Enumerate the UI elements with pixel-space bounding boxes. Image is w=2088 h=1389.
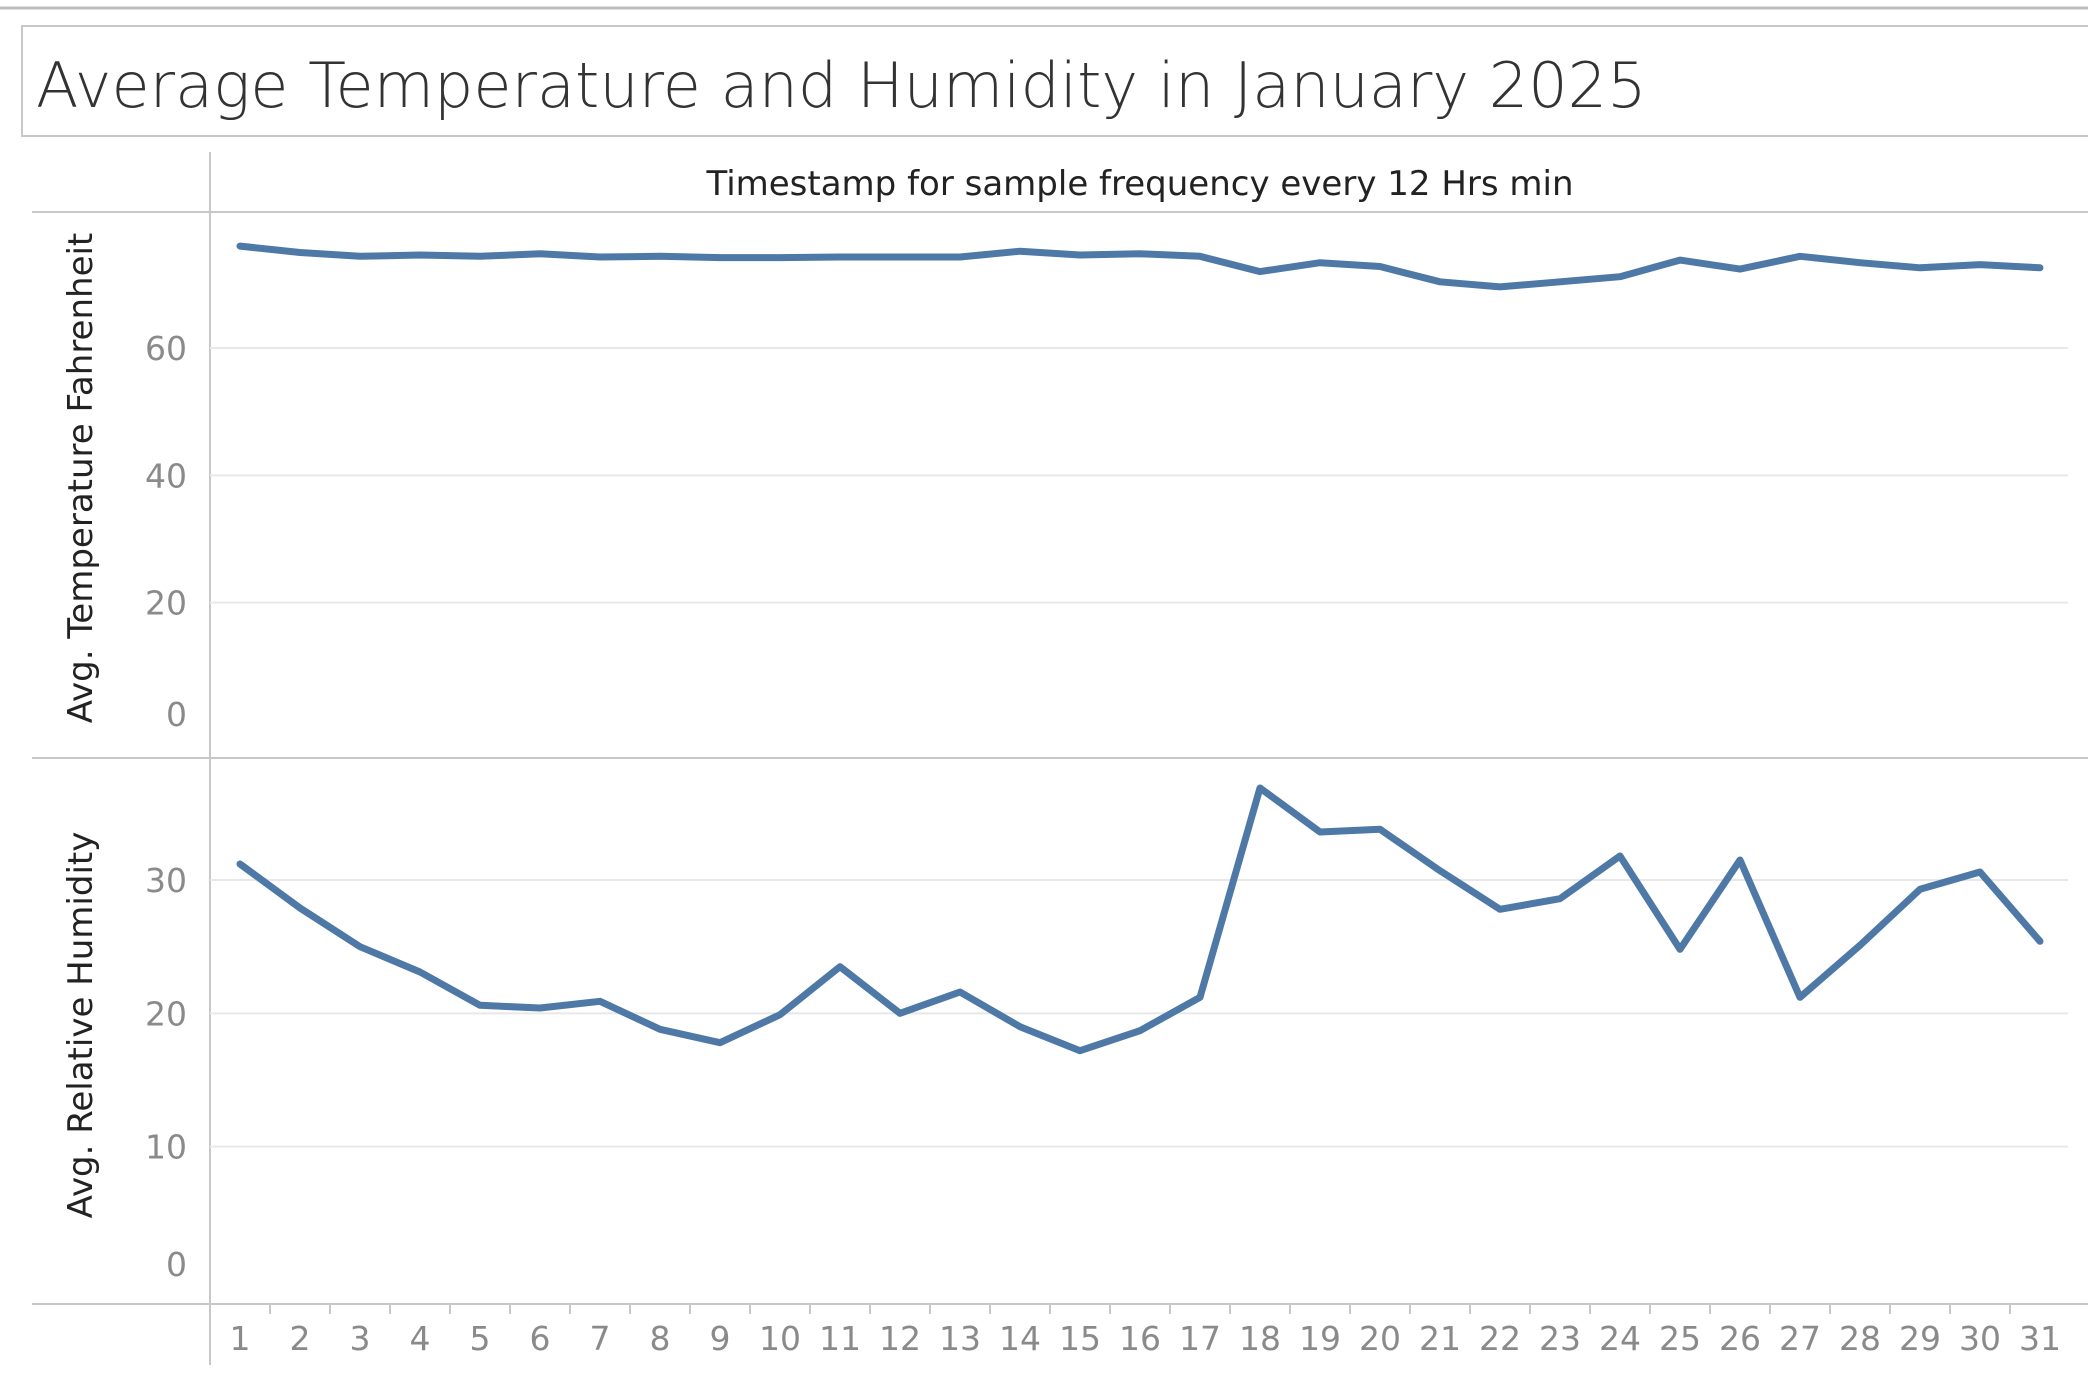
y-tick-labels: 0 20 40 60 0 10 20 30 <box>145 329 187 1284</box>
x-tick-label-2: 2 <box>290 1319 311 1358</box>
x-tick-label-7: 7 <box>590 1319 611 1358</box>
y-tick-hum-10: 10 <box>145 1128 187 1167</box>
y-axis-title-temperature: Avg. Temperature Fahrenheit <box>61 233 101 724</box>
y-tick-temp-0: 0 <box>166 695 187 734</box>
y-axis-title-humidity: Avg. Relative Humidity <box>61 832 101 1219</box>
column-header: Timestamp for sample frequency every 12 … <box>705 164 1573 204</box>
x-tick-label-25: 25 <box>1659 1319 1701 1358</box>
x-tick-label-28: 28 <box>1839 1319 1881 1358</box>
humidity-series-line <box>236 784 2044 1055</box>
x-tick-labels: 1 2 3 4 5 6 7 8 9 10 11 12 13 14 15 16 17 18 19 20 21 22 23 24 2… <box>230 1304 2061 1358</box>
x-tick-label-13: 13 <box>939 1319 981 1358</box>
x-tick-label-23: 23 <box>1539 1319 1581 1358</box>
temperature-series-line <box>236 242 2044 291</box>
x-tick-label-31: 31 <box>2019 1319 2061 1358</box>
x-tick-label-29: 29 <box>1899 1319 1941 1358</box>
x-tick-label-4: 4 <box>410 1319 431 1358</box>
x-tick-label-5: 5 <box>470 1319 491 1358</box>
title-box <box>21 25 2088 137</box>
y-tick-temp-40: 40 <box>145 456 187 495</box>
x-tick-label-10: 10 <box>759 1319 801 1358</box>
y-tick-hum-30: 30 <box>145 861 187 900</box>
x-tick-label-3: 3 <box>350 1319 371 1358</box>
y-tick-temp-20: 20 <box>145 584 187 623</box>
x-tick-label-16: 16 <box>1119 1319 1161 1358</box>
x-tick-label-20: 20 <box>1359 1319 1401 1358</box>
y-tick-hum-20: 20 <box>145 994 187 1033</box>
x-tick-label-27: 27 <box>1779 1319 1821 1358</box>
x-tick-label-8: 8 <box>650 1319 671 1358</box>
x-tick-label-12: 12 <box>879 1319 921 1358</box>
x-tick-label-1: 1 <box>230 1319 251 1358</box>
x-tick-label-19: 19 <box>1299 1319 1341 1358</box>
x-tick-label-6: 6 <box>530 1319 551 1358</box>
x-tick-label-17: 17 <box>1179 1319 1221 1358</box>
gridlines <box>210 347 2068 1148</box>
series-lines <box>236 242 2044 1055</box>
chart-title: Average Temperature and Humidity in Janu… <box>36 49 1647 122</box>
x-tick-label-15: 15 <box>1059 1319 1101 1358</box>
y-tick-hum-0: 0 <box>166 1245 187 1284</box>
x-tick-label-30: 30 <box>1959 1319 2001 1358</box>
x-tick-label-24: 24 <box>1599 1319 1641 1358</box>
x-tick-label-14: 14 <box>999 1319 1041 1358</box>
x-tick-label-26: 26 <box>1719 1319 1761 1358</box>
y-tick-temp-60: 60 <box>145 329 187 368</box>
x-tick-label-11: 11 <box>819 1319 861 1358</box>
x-tick-label-18: 18 <box>1239 1319 1281 1358</box>
x-tick-label-21: 21 <box>1419 1319 1461 1358</box>
x-tick-label-22: 22 <box>1479 1319 1521 1358</box>
x-tick-label-9: 9 <box>710 1319 731 1358</box>
